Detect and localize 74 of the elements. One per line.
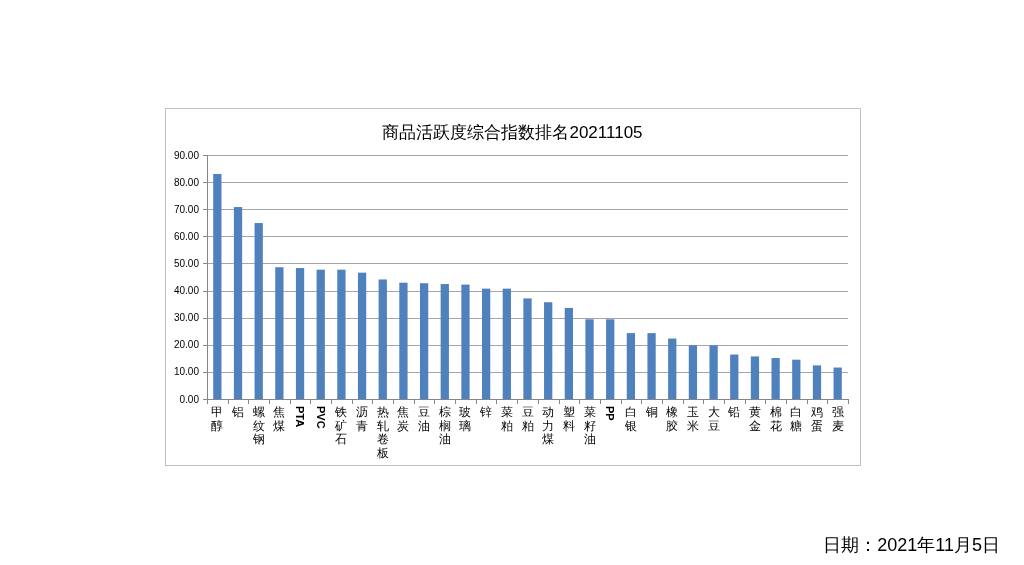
x-tick-label: 焦煤: [273, 405, 286, 433]
text: 日期：2021年11月5日: [823, 535, 1000, 555]
bar: [275, 267, 284, 399]
bar: [337, 269, 346, 399]
x-tick-label: PVC: [314, 406, 327, 429]
x-tick-label: 白银: [623, 405, 637, 433]
bar: [502, 288, 511, 399]
x-tick-label: 甲醇: [211, 405, 224, 433]
bar: [213, 173, 222, 399]
x-tick-label: 强麦: [831, 405, 844, 433]
x-tick-label: 铝: [231, 405, 245, 419]
bar: [585, 319, 594, 399]
bar: [461, 284, 470, 399]
bar: [730, 354, 739, 399]
bar: [378, 279, 387, 399]
bar: [833, 367, 842, 399]
x-tick-label: 豆油: [418, 405, 431, 433]
y-tick-label: 50.00: [173, 257, 200, 269]
x-tick-label: 铅: [727, 405, 741, 419]
bar: [564, 307, 573, 399]
bar: [750, 356, 760, 399]
bar: [482, 288, 491, 399]
x-tick-label: 菜籽油: [583, 405, 596, 446]
bar: [357, 272, 367, 399]
x-tick-label: 菜粕: [500, 405, 513, 433]
x-tick-label: 白糖: [790, 405, 803, 433]
bar: [709, 345, 718, 399]
x-tick-label: 黄金: [748, 405, 761, 433]
chart-title: 商品活跃度综合指数排名20211105: [382, 123, 643, 142]
bar: [626, 333, 636, 399]
y-tick-label: 90.00: [173, 149, 200, 161]
bar: [523, 298, 532, 399]
bar: [254, 223, 263, 399]
y-tick-label: 0.00: [179, 393, 200, 405]
y-tick-label: 20.00: [173, 339, 200, 351]
x-tick-label: 沥青: [356, 405, 369, 433]
bar: [419, 283, 429, 399]
bar: [668, 338, 677, 399]
x-tick-label: 动力煤: [542, 405, 555, 446]
bar: [688, 345, 698, 399]
x-tick-label: 塑料: [562, 405, 575, 433]
x-tick-label: 鸡蛋: [809, 405, 823, 433]
x-tick-label: 玻璃: [459, 405, 472, 433]
bar: [399, 282, 408, 399]
x-tick-label: PTA: [294, 406, 307, 428]
x-tick-label: 大豆: [707, 405, 720, 433]
x-tick-label: 焦炭: [397, 405, 410, 433]
y-tick-label: 40.00: [173, 285, 200, 297]
bar: [812, 365, 822, 399]
bar: [771, 358, 780, 399]
bar: [295, 268, 305, 399]
bar: [316, 269, 325, 399]
x-tick-label: 豆粕: [521, 405, 534, 433]
bar: [647, 333, 656, 399]
y-tick-label: 10.00: [173, 366, 200, 378]
bar: [233, 207, 243, 399]
bar: [792, 359, 801, 399]
y-tick-label: 30.00: [173, 312, 200, 324]
x-tick-label: 玉米: [686, 405, 699, 433]
x-tick-label: 棕榈油: [438, 405, 451, 446]
x-tick-label: 棉花: [769, 405, 782, 433]
bar: [440, 284, 449, 399]
x-tick-label: 锌: [479, 405, 493, 419]
x-tick-label: 热轧卷板: [375, 405, 389, 460]
y-tick-label: 80.00: [173, 176, 200, 188]
x-tick-label: 螺纹钢: [251, 405, 265, 446]
x-tick-label: PP: [604, 406, 617, 421]
bar: [544, 302, 553, 399]
y-tick-label: 60.00: [173, 230, 200, 242]
y-tick-label: 70.00: [173, 203, 200, 215]
bar: [606, 319, 615, 399]
x-tick-label: 橡胶: [666, 405, 679, 433]
x-tick-label: 铜: [644, 405, 658, 419]
x-tick-label: 铁矿石: [334, 405, 348, 446]
